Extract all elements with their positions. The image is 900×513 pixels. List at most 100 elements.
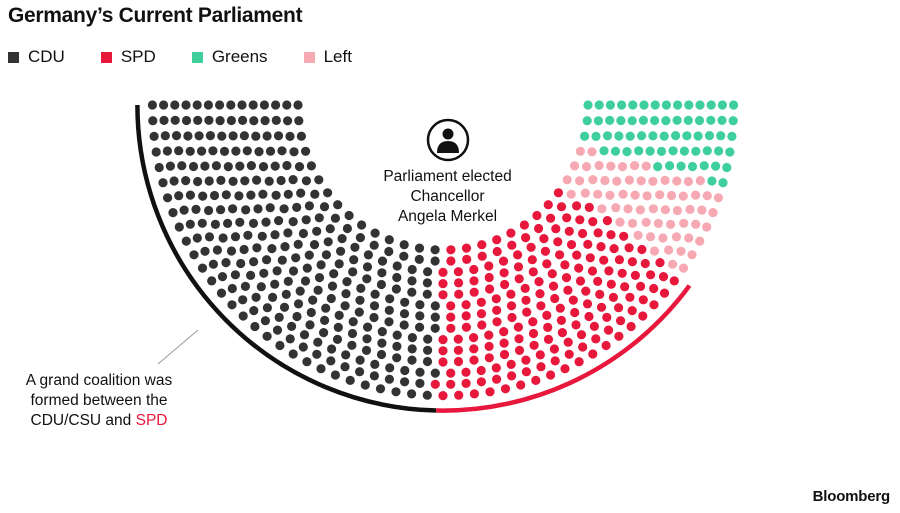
- seat-cdu: [203, 100, 213, 110]
- seat-spd: [546, 213, 556, 223]
- seat-cdu: [399, 320, 409, 330]
- seat-greens: [637, 131, 647, 141]
- seat-left: [562, 175, 572, 185]
- seat-greens: [693, 131, 703, 141]
- seat-spd: [561, 273, 572, 283]
- seat-cdu: [215, 116, 225, 126]
- seat-left: [695, 176, 705, 186]
- seat-cdu: [235, 217, 245, 227]
- seat-greens: [582, 116, 592, 126]
- seat-spd: [553, 237, 563, 247]
- seat-cdu: [377, 327, 387, 337]
- seat-spd: [578, 342, 588, 352]
- seat-cdu: [370, 359, 380, 369]
- seat-left: [612, 176, 622, 186]
- seat-cdu: [370, 228, 380, 238]
- seat-spd: [521, 233, 531, 243]
- seat-cdu: [249, 116, 259, 126]
- seat-cdu: [288, 217, 298, 227]
- seat-spd: [521, 367, 532, 377]
- seat-cdu: [174, 146, 184, 156]
- seat-cdu: [262, 131, 272, 141]
- seat-cdu: [262, 255, 272, 265]
- seat-cdu: [370, 289, 380, 299]
- seat-spd: [469, 389, 479, 399]
- seat-cdu: [312, 349, 322, 359]
- coalition-arc-cdu: [135, 104, 437, 413]
- seat-left: [600, 175, 610, 186]
- seat-spd: [469, 264, 479, 275]
- seat-spd: [578, 228, 588, 239]
- seat-cdu: [181, 176, 191, 186]
- seat-spd: [438, 391, 448, 401]
- seat-spd: [531, 375, 541, 385]
- seat-cdu: [289, 147, 299, 157]
- seat-cdu: [313, 337, 323, 347]
- seat-spd: [585, 253, 595, 263]
- seat-cdu: [239, 131, 249, 141]
- seat-cdu: [305, 320, 315, 330]
- seat-cdu: [194, 131, 204, 141]
- seat-greens: [682, 131, 692, 141]
- seat-cdu: [319, 202, 330, 212]
- seat-spd: [506, 359, 516, 369]
- seat-cdu: [228, 204, 238, 214]
- seat-spd: [624, 243, 634, 253]
- seat-cdu: [249, 257, 259, 267]
- seat-greens: [638, 115, 649, 125]
- seat-cdu: [259, 100, 269, 110]
- seat-left: [597, 204, 607, 214]
- seat-spd: [574, 357, 584, 367]
- seat-cdu: [323, 237, 333, 247]
- seat-spd: [627, 257, 638, 267]
- seat-cdu: [265, 203, 275, 213]
- seat-left: [685, 204, 695, 214]
- seat-greens: [695, 100, 705, 110]
- seat-cdu: [193, 115, 203, 125]
- seat-cdu: [306, 161, 316, 171]
- seat-left: [641, 217, 651, 227]
- seat-greens: [717, 115, 727, 125]
- seat-cdu: [327, 344, 337, 354]
- seat-greens: [610, 146, 621, 156]
- seat-spd: [499, 349, 510, 360]
- seat-spd: [469, 344, 479, 354]
- seat-cdu: [415, 300, 425, 310]
- seat-greens: [717, 100, 728, 110]
- seat-spd: [507, 240, 517, 250]
- seat-cdu: [159, 115, 169, 125]
- seat-cdu: [300, 276, 311, 286]
- seat-cdu: [362, 274, 372, 284]
- seat-left: [618, 189, 628, 199]
- seat-cdu: [193, 176, 203, 187]
- seat-cdu: [148, 116, 158, 126]
- seat-spd: [630, 270, 641, 280]
- seat-spd: [604, 266, 614, 276]
- seat-left: [666, 190, 677, 201]
- seat-cdu: [251, 292, 261, 302]
- seat-greens: [599, 146, 609, 156]
- seat-greens: [625, 131, 635, 141]
- seat-greens: [683, 115, 693, 125]
- seat-spd: [589, 321, 600, 331]
- seat-spd: [596, 242, 606, 252]
- seat-cdu: [348, 317, 358, 327]
- seat-cdu: [275, 340, 285, 351]
- seat-spd: [514, 334, 524, 344]
- seat-greens: [704, 131, 715, 141]
- seat-spd: [553, 188, 564, 198]
- seat-spd: [476, 297, 486, 307]
- seat-left: [708, 208, 718, 218]
- seat-spd: [543, 334, 554, 344]
- seat-cdu: [333, 200, 343, 210]
- seat-cdu: [392, 353, 402, 363]
- seat-spd: [601, 340, 611, 351]
- seat-spd: [609, 244, 619, 254]
- person-icon: [426, 118, 470, 162]
- seat-greens: [627, 116, 637, 126]
- seat-cdu: [344, 210, 354, 221]
- seat-cdu: [204, 205, 214, 216]
- seat-cdu: [271, 190, 281, 200]
- seat-cdu: [267, 244, 277, 254]
- seat-cdu: [174, 222, 184, 232]
